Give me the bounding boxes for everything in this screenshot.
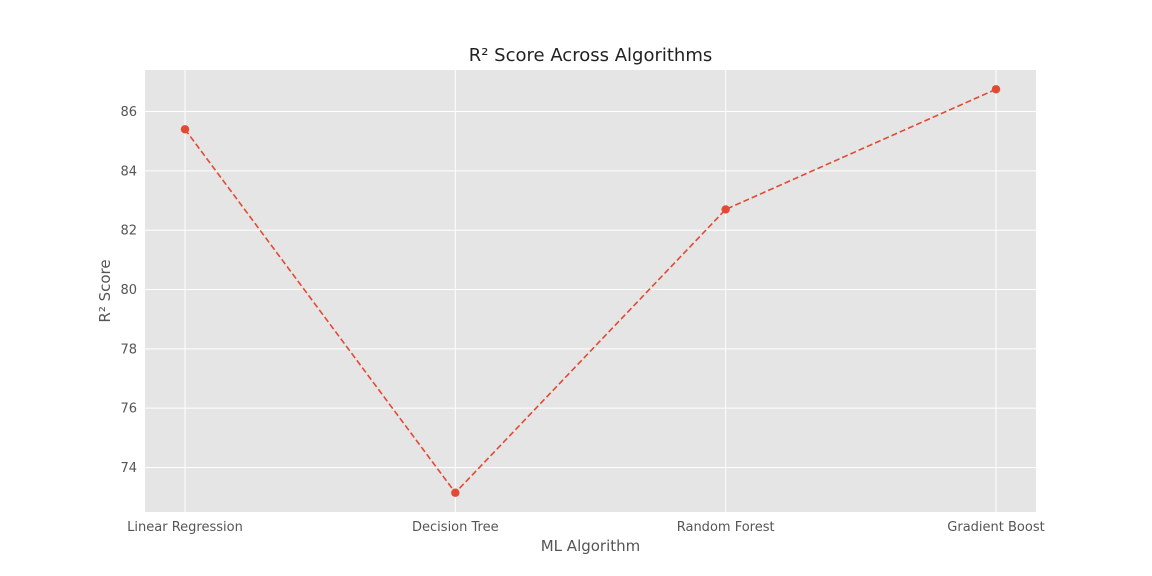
x-axis-label: ML Algorithm xyxy=(541,537,641,555)
y-tick-labels: 74 76 78 80 82 84 86 xyxy=(120,105,137,476)
data-point xyxy=(721,205,730,214)
plot-background xyxy=(145,70,1036,512)
x-tick-labels: Linear Regression Decision Tree Random For… xyxy=(127,520,1045,535)
y-tick-label: 76 xyxy=(120,402,137,417)
data-point xyxy=(451,488,460,497)
x-tick-label: Random Forest xyxy=(677,520,775,535)
y-tick-label: 80 xyxy=(120,283,137,298)
chart-title: R² Score Across Algorithms xyxy=(469,45,713,66)
y-tick-label: 74 xyxy=(120,461,137,476)
y-tick-label: 82 xyxy=(120,224,137,239)
y-axis-label: R² Score xyxy=(96,259,114,322)
series-line xyxy=(184,88,997,494)
y-tick-label: 86 xyxy=(120,105,137,120)
data-point xyxy=(180,125,190,134)
y-tick-label: 78 xyxy=(120,342,137,357)
data-point xyxy=(991,85,1001,94)
x-tick-label: Decision Tree xyxy=(412,520,499,535)
series-layer xyxy=(180,85,1001,497)
x-tick-label: Gradient Boost xyxy=(947,520,1044,535)
grid-lines xyxy=(145,70,1036,512)
y-tick-label: 84 xyxy=(120,164,137,179)
x-tick-label: Linear Regression xyxy=(127,520,243,535)
